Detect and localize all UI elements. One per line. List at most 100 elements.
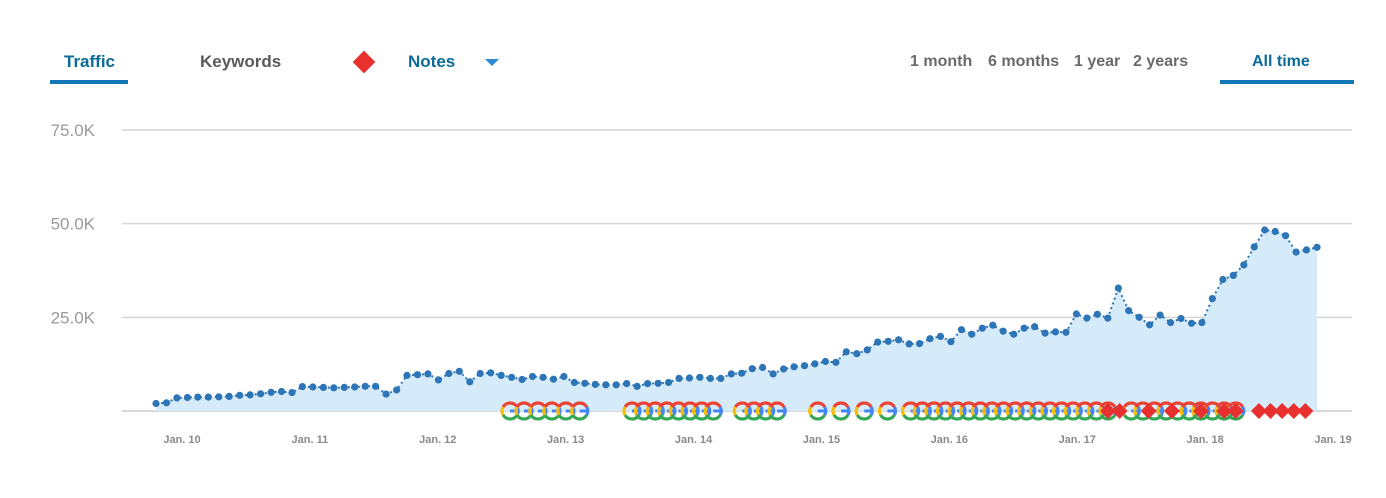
data-point[interactable] — [842, 348, 850, 356]
data-point[interactable] — [204, 393, 212, 401]
data-point[interactable] — [393, 386, 401, 394]
data-point[interactable] — [309, 383, 317, 391]
note-marker-icon[interactable] — [1100, 403, 1117, 419]
note-marker-icon[interactable] — [1250, 403, 1267, 419]
data-point[interactable] — [257, 390, 265, 398]
data-point[interactable] — [518, 375, 526, 384]
data-point[interactable] — [434, 376, 442, 384]
data-point[interactable] — [236, 391, 244, 399]
note-marker-icon[interactable] — [1140, 403, 1157, 419]
data-point[interactable] — [790, 363, 798, 371]
data-point[interactable] — [1250, 243, 1258, 251]
data-point[interactable] — [319, 383, 327, 391]
note-marker-icon[interactable] — [1111, 403, 1128, 419]
data-point[interactable] — [413, 371, 422, 379]
data-point[interactable] — [466, 378, 474, 386]
tab-notes[interactable]: Notes — [408, 52, 456, 71]
data-point[interactable] — [926, 335, 934, 343]
data-point[interactable] — [759, 363, 767, 372]
note-marker-icon[interactable] — [1192, 403, 1209, 419]
data-point[interactable] — [1282, 232, 1290, 240]
google-update-icon[interactable] — [808, 401, 828, 421]
data-point[interactable] — [1261, 226, 1269, 234]
data-point[interactable] — [581, 379, 589, 387]
data-point[interactable] — [183, 393, 191, 402]
google-update-icon[interactable] — [854, 401, 874, 421]
data-point[interactable] — [1083, 314, 1091, 322]
data-point[interactable] — [654, 379, 662, 387]
data-point[interactable] — [152, 399, 160, 408]
data-point[interactable] — [497, 371, 505, 379]
google-update-icon[interactable] — [570, 401, 590, 421]
data-point[interactable] — [717, 374, 725, 382]
data-point[interactable] — [706, 374, 715, 382]
data-point[interactable] — [1146, 321, 1154, 329]
data-point[interactable] — [1229, 271, 1237, 279]
data-point[interactable] — [748, 365, 756, 373]
note-marker-icon[interactable] — [1274, 403, 1291, 419]
data-point[interactable] — [1156, 311, 1164, 319]
range-all-time[interactable]: All time — [1252, 53, 1310, 70]
data-point[interactable] — [298, 383, 306, 391]
data-point[interactable] — [215, 393, 223, 401]
data-point[interactable] — [1051, 328, 1060, 336]
data-point[interactable] — [351, 383, 359, 391]
data-point[interactable] — [602, 381, 610, 389]
google-update-icon[interactable] — [877, 401, 898, 421]
data-point[interactable] — [999, 327, 1007, 335]
data-point[interactable] — [361, 382, 369, 390]
data-point[interactable] — [539, 373, 547, 381]
data-point[interactable] — [1187, 319, 1196, 327]
data-point[interactable] — [225, 392, 233, 400]
range-1-year[interactable]: 1 year — [1074, 53, 1121, 70]
data-point[interactable] — [884, 337, 892, 345]
data-point[interactable] — [560, 372, 568, 381]
data-point[interactable] — [1198, 319, 1206, 327]
data-point[interactable] — [1041, 329, 1049, 337]
google-update-icon[interactable] — [767, 401, 787, 421]
data-point[interactable] — [947, 338, 955, 346]
range-2-years[interactable]: 2 years — [1133, 53, 1189, 70]
data-point[interactable] — [508, 373, 516, 381]
data-point[interactable] — [664, 378, 673, 387]
data-point[interactable] — [1177, 314, 1185, 323]
google-update-icon[interactable] — [634, 401, 654, 421]
data-point[interactable] — [288, 389, 296, 397]
data-point[interactable] — [957, 326, 966, 334]
data-point[interactable] — [811, 360, 819, 368]
data-point[interactable] — [455, 367, 463, 375]
data-point[interactable] — [675, 374, 683, 382]
range-6-months[interactable]: 6 months — [988, 53, 1060, 70]
google-update-icon[interactable] — [831, 401, 851, 421]
data-point[interactable] — [1292, 248, 1300, 256]
data-point[interactable] — [194, 393, 202, 401]
data-point[interactable] — [895, 336, 903, 344]
data-point[interactable] — [968, 330, 976, 338]
data-point[interactable] — [989, 321, 997, 329]
data-point[interactable] — [1093, 310, 1101, 318]
data-point[interactable] — [685, 374, 694, 382]
note-marker-icon[interactable] — [1216, 403, 1233, 419]
note-marker-icon[interactable] — [1262, 403, 1279, 419]
data-point[interactable] — [644, 380, 652, 388]
data-point[interactable] — [382, 390, 390, 398]
data-point[interactable] — [1135, 313, 1143, 321]
data-point[interactable] — [403, 371, 411, 379]
note-marker-icon[interactable] — [1163, 403, 1180, 419]
data-point[interactable] — [1020, 324, 1028, 332]
data-point[interactable] — [173, 394, 181, 402]
data-point[interactable] — [1062, 328, 1070, 336]
data-point[interactable] — [800, 362, 809, 370]
data-point[interactable] — [1240, 261, 1248, 269]
data-point[interactable] — [1219, 275, 1227, 284]
data-point[interactable] — [832, 358, 840, 366]
data-point[interactable] — [936, 332, 945, 340]
data-point[interactable] — [874, 338, 882, 346]
data-point[interactable] — [821, 357, 830, 366]
data-point[interactable] — [1031, 323, 1039, 331]
data-point[interactable] — [780, 365, 788, 373]
data-point[interactable] — [487, 369, 495, 377]
tab-traffic[interactable]: Traffic — [64, 52, 116, 71]
data-point[interactable] — [1271, 227, 1279, 236]
data-point[interactable] — [570, 378, 579, 387]
